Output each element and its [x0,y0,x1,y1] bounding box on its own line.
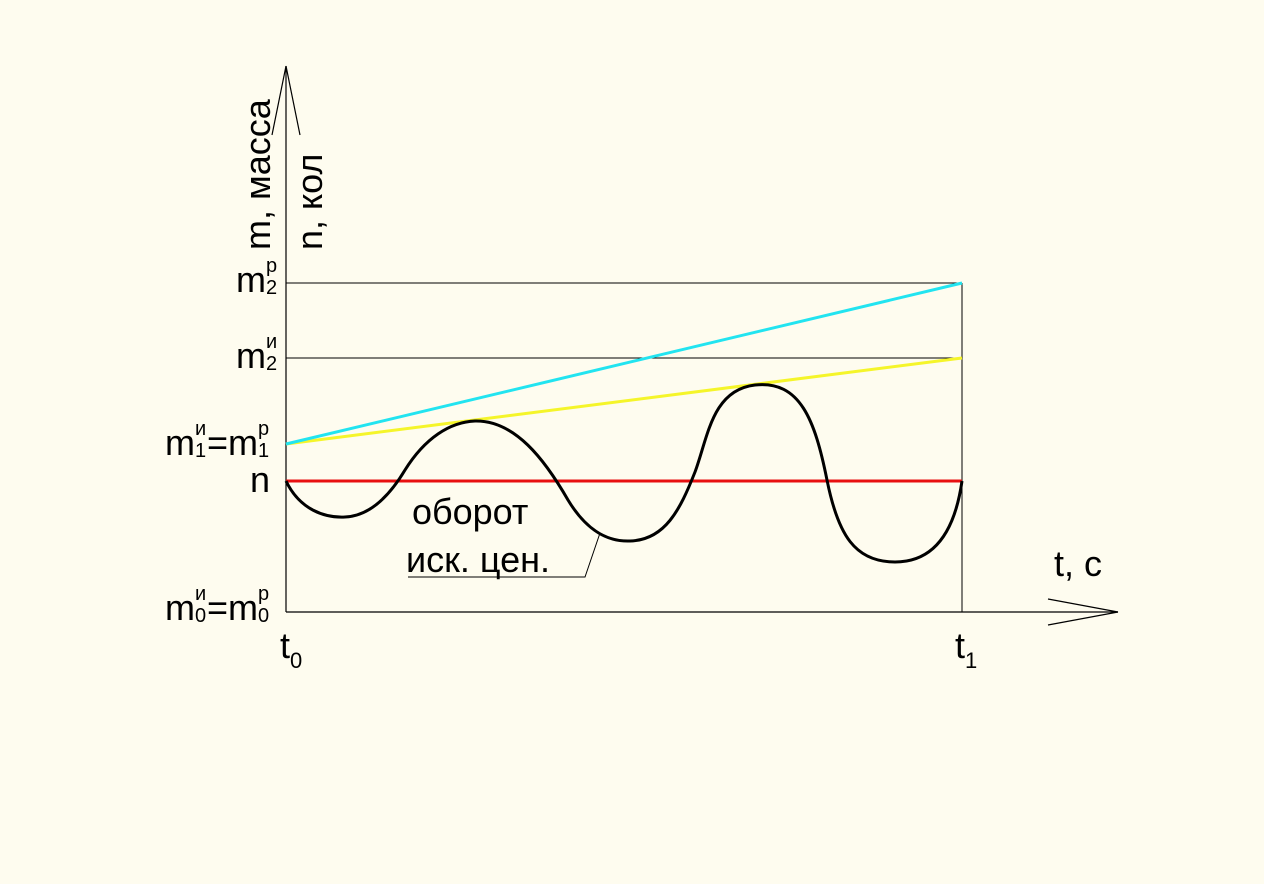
tick-m1-base2: m [228,422,259,463]
tick-m1-eq: = [207,422,229,463]
tick-t0: t0 [280,625,302,672]
tick-m0-base1: m [165,587,195,628]
x-axis-arrow-top [1047,598,1119,613]
tick-m1: m и 1 =m р 1 [165,419,270,463]
y-axis-label-mass: m, масса [237,99,278,250]
tick-m2-real-base: m [236,259,266,300]
tick-m1-sup2: р [258,418,270,440]
tick-m0-base2: m [228,587,259,628]
tick-m1-sup1: и [195,418,207,440]
tick-t1: t1 [955,625,977,672]
annotation-leader [408,532,601,578]
x-axis-label: t, c [1054,543,1103,584]
annotation-line1: оборот [412,491,529,532]
tick-m0-sub1: 0 [195,605,207,627]
tick-m2-real-sup: р [266,255,278,277]
tick-m1-sub1: 1 [195,440,207,462]
tick-m2-ideal-base: m [236,335,266,376]
tick-n: n [250,459,271,500]
x-axis-arrow-bottom [1047,611,1119,626]
y-axis-arrow-right [285,65,301,136]
tick-t0-sub: 0 [290,648,303,673]
real-money-line [285,281,963,446]
tick-m0-sup2: р [258,583,270,605]
tick-m0: m и 0 =m р 0 [165,584,270,628]
tick-m1-sub2: 1 [258,440,270,462]
annotation-line2: иск. цен. [406,539,550,580]
tick-m2-ideal-sup: и [266,331,278,353]
tick-m1-base1: m [165,422,195,463]
tick-m0-sub2: 0 [258,605,270,627]
ideal-money-line [285,356,963,446]
tick-m0-sup1: и [195,583,207,605]
tick-t1-base: t [955,625,966,666]
tick-t0-base: t [280,625,291,666]
turnover-curve [284,383,964,564]
tick-t1-sub: 1 [965,648,978,673]
tick-m2-real-sub: 2 [266,277,278,299]
tick-m2-ideal-sub: 2 [266,353,278,375]
y-axis-label-count: n, кол [289,153,330,250]
y-axis-arrow-left [271,65,287,136]
tick-m0-eq: = [207,587,229,628]
